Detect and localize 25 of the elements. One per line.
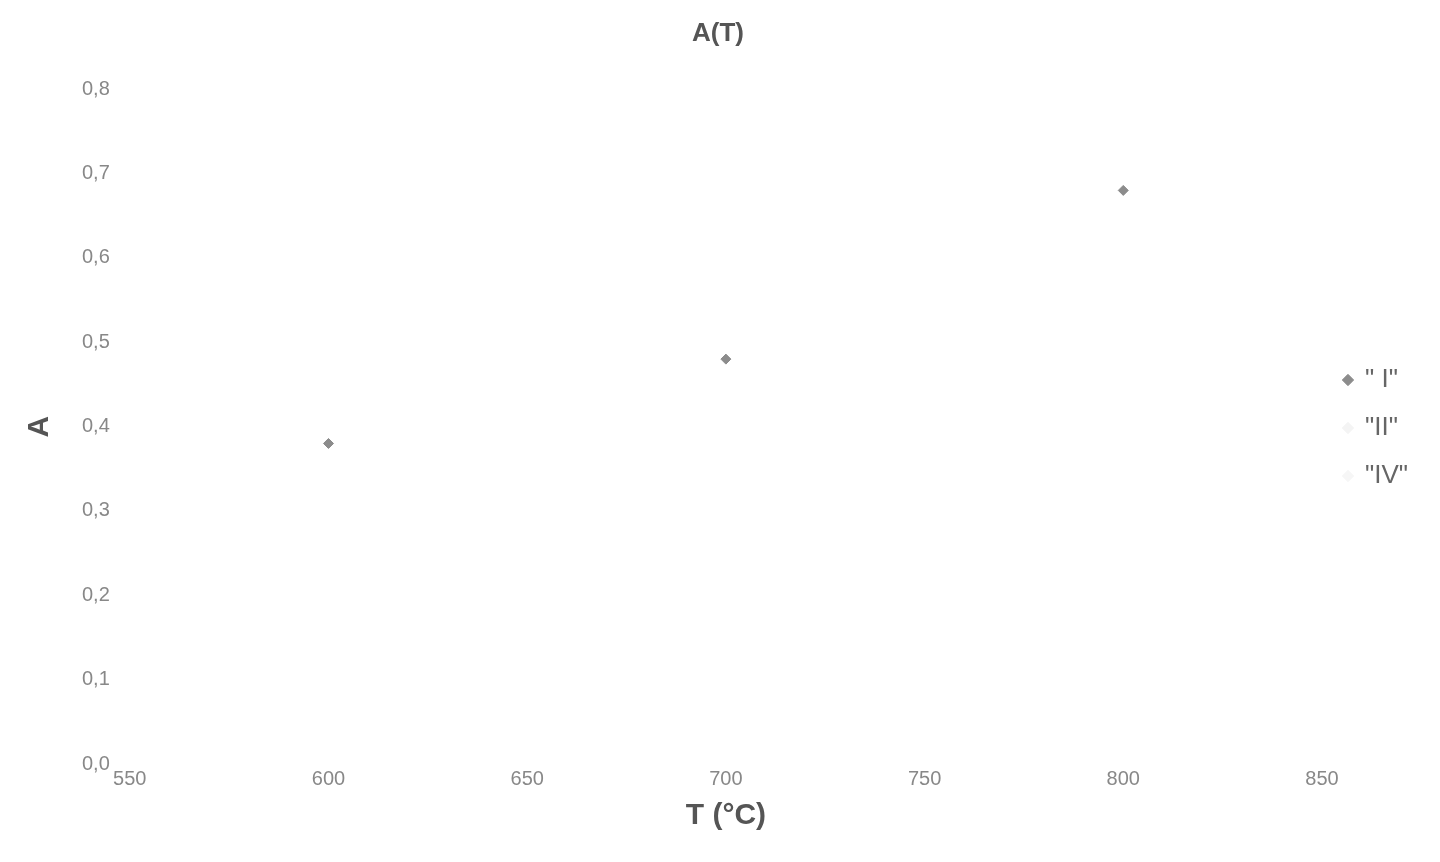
y-tick-label: 0,7 [81, 161, 110, 184]
legend-label: "IV" [1364, 459, 1409, 490]
y-tick-label: 0,2 [81, 582, 110, 605]
x-axis-title: T (°C) [685, 797, 767, 831]
y-tick-label: 0,1 [81, 667, 110, 690]
y-tick-label: 0,5 [81, 329, 110, 352]
point [1117, 184, 1129, 196]
x-tick-label: 600 [311, 766, 346, 789]
x-tick-label: 550 [113, 766, 147, 789]
x-tick-label: 750 [907, 766, 942, 789]
legend-label: " I" [1364, 363, 1398, 394]
y-tick-label: 0,4 [81, 414, 110, 437]
x-tick-label: 850 [1305, 766, 1339, 789]
point [720, 353, 732, 365]
chart-title: A(T) [692, 16, 744, 47]
x-tick-label: 650 [510, 766, 544, 789]
y-tick-label: 0,3 [81, 498, 110, 521]
y-axis-title: A [21, 415, 55, 438]
y-tick-label: 0,8 [81, 76, 110, 99]
y-tick-label: 0,0 [81, 751, 110, 774]
x-tick-label: 700 [709, 766, 743, 789]
legend-label: "II" [1364, 411, 1398, 442]
x-tick-label: 800 [1106, 766, 1140, 789]
y-tick-label: 0,6 [81, 245, 110, 268]
point [323, 437, 334, 449]
